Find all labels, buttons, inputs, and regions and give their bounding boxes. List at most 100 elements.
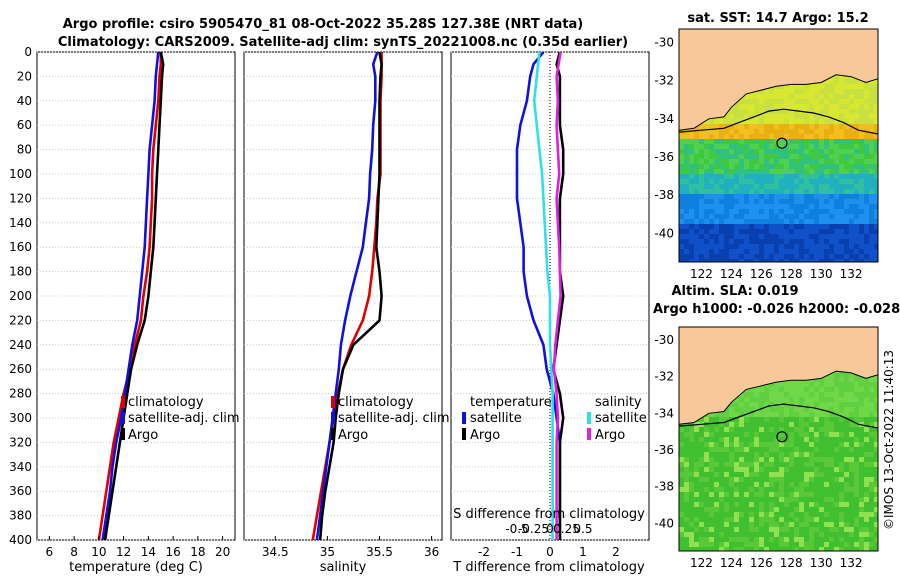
map-cell <box>744 99 749 104</box>
map-cell <box>714 194 719 199</box>
map-cell <box>824 144 829 149</box>
map-cell <box>824 119 829 124</box>
map-cell <box>739 219 744 224</box>
map-cell <box>859 512 864 517</box>
map-cell <box>714 174 719 179</box>
map-cell <box>714 532 719 537</box>
x-tick-label: 16 <box>165 545 180 559</box>
map-cell <box>749 194 754 199</box>
map-cell <box>724 447 729 452</box>
map-cell <box>759 259 764 262</box>
map-cell <box>779 387 784 392</box>
map-cell <box>814 412 819 417</box>
map-cell <box>694 452 699 457</box>
map-cell <box>839 244 844 249</box>
map-x-tick-label: 126 <box>750 556 773 570</box>
map-x-tick-label: 124 <box>720 267 743 281</box>
temperature-xlabel: temperature (deg C) <box>69 560 203 575</box>
map-cell <box>834 94 839 99</box>
map-cell <box>744 417 749 422</box>
map-cell <box>794 527 799 532</box>
map-cell <box>779 139 784 144</box>
map-cell <box>844 502 849 507</box>
map-cell <box>869 417 874 422</box>
map-cell <box>799 119 804 124</box>
sla-map <box>679 327 878 551</box>
map-cell <box>734 194 739 199</box>
map-cell <box>729 477 734 482</box>
map-cell <box>859 249 864 254</box>
map-cell <box>719 447 724 452</box>
legend-swatch-argo <box>331 428 335 440</box>
map-cell <box>719 129 724 134</box>
map-cell <box>804 537 809 542</box>
map-cell <box>769 239 774 244</box>
map-cell <box>724 144 729 149</box>
map-cell <box>829 522 834 527</box>
map-cell <box>779 492 784 497</box>
map-cell <box>859 527 864 532</box>
map-cell <box>829 189 834 194</box>
map-cell <box>824 487 829 492</box>
map-cell <box>814 229 819 234</box>
map-cell <box>864 542 869 547</box>
map-cell <box>694 537 699 542</box>
map-cell <box>724 482 729 487</box>
map-cell <box>854 229 859 234</box>
map-cell <box>804 442 809 447</box>
map-cell <box>874 119 878 124</box>
map-cell <box>684 219 689 224</box>
map-cell <box>864 94 869 99</box>
map-cell <box>694 467 699 472</box>
map-cell <box>744 114 749 119</box>
map-cell <box>799 154 804 159</box>
map-cell <box>734 542 739 547</box>
map-cell <box>714 482 719 487</box>
map-cell <box>714 522 719 527</box>
map-cell <box>844 209 849 214</box>
map-cell <box>839 527 844 532</box>
map-cell <box>774 522 779 527</box>
sst-map-frame <box>678 28 879 263</box>
map-cell <box>849 134 854 139</box>
map-cell <box>684 452 689 457</box>
map-cell <box>724 184 729 189</box>
map-cell <box>829 407 834 412</box>
map-cell <box>744 427 749 432</box>
map-cell <box>744 502 749 507</box>
map-cell <box>754 199 759 204</box>
map-cell <box>844 547 849 551</box>
map-cell <box>719 507 724 512</box>
map-cell <box>784 497 789 502</box>
map-cell <box>739 169 744 174</box>
map-cell <box>719 139 724 144</box>
map-cell <box>859 184 864 189</box>
map-cell <box>694 229 699 234</box>
map-cell <box>739 477 744 482</box>
map-cell <box>769 392 774 397</box>
map-cell <box>794 89 799 94</box>
map-cell <box>819 139 824 144</box>
map-cell <box>819 179 824 184</box>
map-cell <box>859 209 864 214</box>
map-cell <box>729 254 734 259</box>
map-cell <box>809 249 814 254</box>
map-cell <box>839 214 844 219</box>
map-cell <box>769 249 774 254</box>
map-cell <box>794 422 799 427</box>
map-cell <box>699 184 704 189</box>
map-cell <box>779 427 784 432</box>
map-cell <box>874 392 878 397</box>
map-cell <box>704 492 709 497</box>
map-cell <box>824 462 829 467</box>
map-cell <box>809 254 814 259</box>
map-cell <box>854 79 859 84</box>
map-cell <box>684 457 689 462</box>
map-cell <box>719 422 724 427</box>
map-cell <box>864 437 869 442</box>
map-cell <box>754 412 759 417</box>
map-cell <box>719 462 724 467</box>
map-cell <box>809 517 814 522</box>
map-cell <box>874 377 878 382</box>
map-cell <box>794 497 799 502</box>
